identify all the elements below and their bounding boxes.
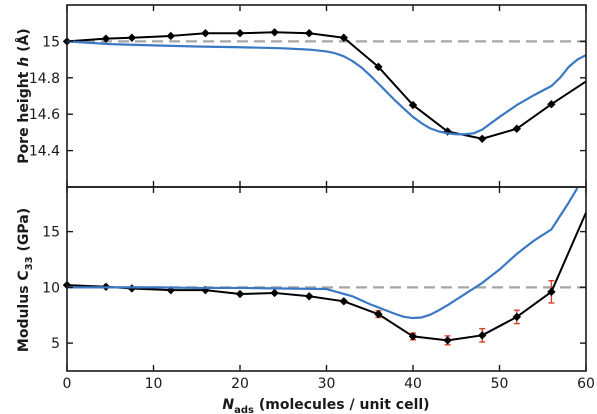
top-ytick-label: 15 bbox=[42, 34, 60, 50]
top-x-ticks bbox=[66, 5, 587, 187]
top-y-axis-label-unit: (Å) bbox=[15, 28, 32, 57]
top-data-point bbox=[512, 124, 521, 133]
top-data-point bbox=[547, 99, 556, 109]
bot-data-point bbox=[127, 284, 137, 293]
x-axis-label: Nads (molecules / unit cell) bbox=[222, 397, 429, 414]
top-data-point bbox=[270, 28, 279, 37]
top-data-point bbox=[127, 33, 137, 42]
bot-data-point bbox=[547, 287, 556, 297]
top-y-axis-label-text: Pore height bbox=[16, 67, 32, 164]
x-axis-label-sub: ads bbox=[234, 405, 254, 414]
top-series-0-line bbox=[66, 31, 587, 140]
bot-data-point bbox=[235, 289, 245, 299]
x-tick-label: 0 bbox=[63, 376, 72, 392]
top-panel: 14.4 14.6 14.8 15 Pore height h (Å) bbox=[15, 4, 587, 188]
bot-series-1-line bbox=[67, 187, 579, 320]
bot-ytick-label: 15 bbox=[42, 225, 60, 241]
x-tick-label: 40 bbox=[404, 376, 422, 392]
x-axis-label-text: (molecules / unit cell) bbox=[254, 397, 430, 413]
bottom-series-group bbox=[62, 187, 587, 346]
bottom-panel-frame bbox=[66, 186, 587, 372]
x-axis-label-var: N bbox=[222, 397, 234, 413]
x-tick-label: 10 bbox=[145, 376, 163, 392]
top-y-axis-label: Pore height h (Å) bbox=[15, 28, 32, 163]
x-tick-label: 60 bbox=[577, 376, 595, 392]
bottom-y-axis-label-text: Modulus C bbox=[16, 270, 32, 352]
top-data-point bbox=[166, 31, 175, 41]
top-panel-frame bbox=[66, 4, 587, 188]
top-data-point bbox=[201, 29, 210, 38]
x-tick-label: 20 bbox=[231, 376, 249, 392]
top-data-point bbox=[339, 33, 348, 42]
bot-data-point bbox=[339, 297, 348, 306]
bottom-y-axis-label-sub: 33 bbox=[24, 256, 35, 270]
top-data-point bbox=[408, 100, 418, 110]
top-data-point bbox=[305, 29, 314, 38]
x-tick-label: 30 bbox=[318, 376, 336, 392]
x-tick-label: 50 bbox=[491, 376, 509, 392]
top-ytick-label: 14.8 bbox=[29, 71, 60, 87]
top-y-axis-label-var: h bbox=[16, 57, 32, 67]
bot-ytick-label: 10 bbox=[42, 280, 60, 296]
bot-data-point bbox=[478, 331, 487, 340]
top-ytick-label: 14.4 bbox=[29, 144, 60, 160]
bot-data-point bbox=[408, 332, 418, 341]
bot-series-0-line bbox=[66, 212, 587, 342]
top-ytick-label: 14.6 bbox=[29, 107, 60, 123]
top-data-point bbox=[374, 62, 383, 72]
bottom-y-ticks: 5 10 15 bbox=[42, 225, 586, 352]
bot-data-point bbox=[512, 312, 521, 322]
bottom-panel: 5 10 15 0 10 20 30 40 50 60 Modulus C33 (GPa) Na… bbox=[16, 186, 595, 414]
bottom-y-axis-label: Modulus C33 (GPa) bbox=[16, 208, 35, 352]
bot-data-point bbox=[374, 309, 383, 319]
top-y-ticks: 14.4 14.6 14.8 15 bbox=[29, 34, 586, 160]
bot-data-point bbox=[305, 292, 314, 301]
bottom-y-axis-label-unit: (GPa) bbox=[16, 208, 32, 257]
bottom-x-ticks: 0 10 20 30 40 50 60 bbox=[63, 187, 595, 392]
bot-ytick-label: 5 bbox=[51, 336, 60, 352]
top-series-group bbox=[62, 28, 587, 143]
top-data-point bbox=[101, 34, 111, 43]
bot-data-point bbox=[443, 336, 452, 345]
bot-data-point bbox=[270, 288, 279, 298]
top-data-point bbox=[478, 134, 487, 143]
top-series-1-line bbox=[66, 40, 587, 136]
top-data-point bbox=[235, 29, 245, 38]
